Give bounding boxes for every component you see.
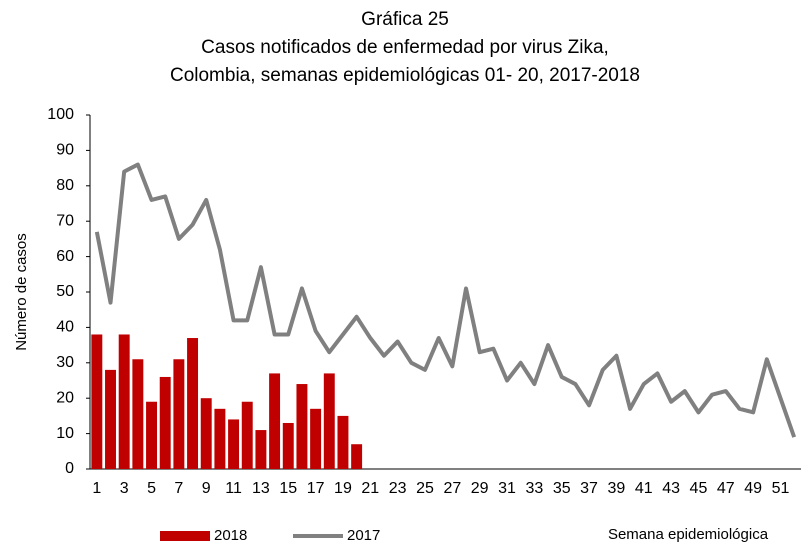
x-tick-label: 31 — [498, 480, 516, 497]
bar — [159, 376, 171, 469]
bar — [91, 334, 103, 469]
x-tick-label: 51 — [772, 480, 790, 497]
x-tick-label: 17 — [307, 480, 325, 497]
x-tick-label: 37 — [580, 480, 598, 497]
legend-swatch — [160, 531, 210, 541]
chart-title: Casos notificados de enfermedad por viru… — [201, 37, 609, 58]
line — [94, 162, 797, 438]
y-tick-label: 100 — [47, 106, 74, 123]
y-tick-label: 70 — [56, 212, 74, 229]
bar — [337, 415, 349, 469]
bar — [118, 334, 130, 469]
bar — [255, 430, 267, 469]
y-tick-label: 80 — [56, 177, 74, 194]
x-tick-label: 15 — [279, 480, 297, 497]
bar — [351, 444, 363, 469]
x-tick-label: 25 — [416, 480, 434, 497]
y-tick-label: 60 — [56, 248, 74, 265]
bar — [269, 373, 281, 469]
x-tick-label: 43 — [662, 480, 680, 497]
x-tick-label: 27 — [443, 480, 461, 497]
x-tick-label: 1 — [92, 480, 101, 497]
y-tick-label: 20 — [56, 389, 74, 406]
bar — [214, 408, 226, 469]
bar — [200, 398, 212, 469]
x-tick-label: 41 — [635, 480, 653, 497]
chart-title: Colombia, semanas epidemiológicas 01- 20… — [170, 65, 640, 86]
bar — [296, 384, 308, 469]
x-tick-label: 45 — [690, 480, 708, 497]
x-tick-label: 7 — [174, 480, 183, 497]
y-tick-label: 90 — [56, 142, 74, 159]
y-tick-label: 0 — [65, 460, 74, 477]
bar — [132, 359, 144, 469]
bar — [146, 401, 157, 469]
chart-title: Gráfica 25 — [361, 9, 449, 30]
x-tick-label: 9 — [202, 480, 211, 497]
y-tick-label: 10 — [56, 425, 74, 442]
x-tick-label: 23 — [389, 480, 407, 497]
x-tick-label: 3 — [120, 480, 129, 497]
x-tick-label: 33 — [525, 480, 543, 497]
bar — [105, 369, 116, 469]
x-axis-label: Semana epidemiológica — [608, 526, 769, 543]
bar — [228, 419, 240, 469]
x-tick-label: 35 — [553, 480, 571, 497]
y-tick-label: 40 — [56, 319, 74, 336]
x-tick-label: 47 — [717, 480, 735, 497]
y-tick-label: 50 — [56, 283, 74, 300]
x-tick-label: 49 — [744, 480, 762, 497]
y-tick-label: 30 — [56, 354, 74, 371]
bar — [241, 401, 253, 469]
legend-label: 2017 — [347, 527, 380, 544]
x-tick-label: 13 — [252, 480, 270, 497]
bar — [173, 359, 185, 469]
y-axis-label: Número de casos — [13, 233, 30, 351]
bar — [323, 373, 335, 469]
x-tick-label: 29 — [471, 480, 489, 497]
bar — [310, 408, 322, 469]
x-tick-label: 11 — [225, 480, 242, 497]
legend-label: 2018 — [214, 527, 247, 544]
x-tick-label: 5 — [147, 480, 156, 497]
bar — [187, 338, 199, 469]
x-tick-label: 19 — [334, 480, 352, 497]
x-tick-label: 39 — [608, 480, 626, 497]
x-tick-label: 21 — [361, 480, 379, 497]
bar — [282, 422, 294, 469]
